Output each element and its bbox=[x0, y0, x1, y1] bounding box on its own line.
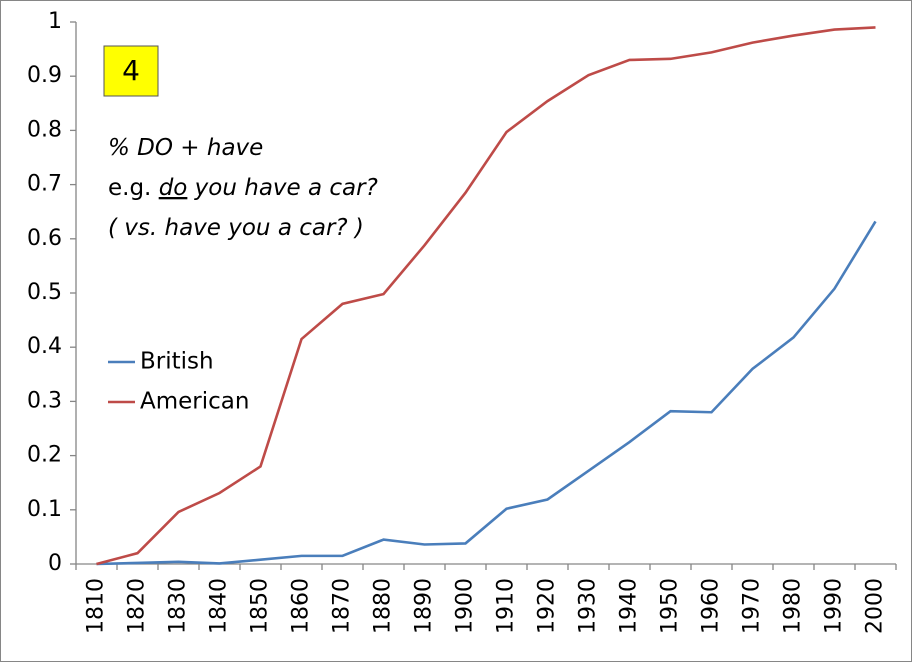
x-tick-label: 1950 bbox=[658, 578, 683, 634]
y-tick-label: 0.7 bbox=[27, 172, 62, 197]
y-tick-label: 0.2 bbox=[27, 443, 62, 468]
x-tick-label: 1900 bbox=[453, 578, 478, 634]
y-tick-label: 0.9 bbox=[27, 63, 62, 88]
y-tick-label: 0.8 bbox=[27, 117, 62, 142]
badge-box bbox=[103, 45, 159, 97]
annotation-part: you have a car? bbox=[187, 175, 377, 201]
annotation: ( vs. have you a car? ) bbox=[108, 215, 364, 241]
x-tick-label: 1810 bbox=[84, 578, 109, 634]
annotation-part: e.g. bbox=[108, 175, 159, 201]
line bbox=[96, 220, 877, 566]
x-tick-label: 1920 bbox=[535, 578, 560, 634]
annotation: % DO + have bbox=[108, 135, 263, 161]
x-tick-label: 1850 bbox=[248, 578, 273, 634]
annotation: e.g. do you have a car? bbox=[108, 175, 378, 201]
annotation-part: % DO + have bbox=[108, 135, 263, 161]
x-tick-label: 1830 bbox=[166, 578, 191, 634]
legend-label: American bbox=[140, 389, 249, 415]
legend-label: British bbox=[140, 349, 214, 375]
x-tick-label: 1890 bbox=[412, 578, 437, 634]
annotation-part: do bbox=[159, 175, 188, 201]
x-tick-label: 1940 bbox=[617, 578, 642, 634]
x-tick-label: 1870 bbox=[330, 578, 355, 634]
badge: 4 bbox=[122, 54, 140, 87]
x-tick-label: 1980 bbox=[781, 578, 806, 634]
y-tick-label: 0.4 bbox=[27, 334, 62, 359]
line bbox=[96, 26, 876, 566]
x-tick-label: 1910 bbox=[494, 578, 519, 634]
x-tick-label: 1880 bbox=[371, 578, 396, 634]
y-tick-label: 0.6 bbox=[27, 226, 62, 251]
y-tick-label: 1 bbox=[48, 9, 62, 34]
x-tick-label: 1990 bbox=[822, 578, 847, 634]
x-tick-label: 1840 bbox=[207, 578, 232, 634]
x-tick-label: 2000 bbox=[863, 578, 888, 634]
y-tick-label: 0.3 bbox=[27, 388, 62, 413]
x-tick-label: 1960 bbox=[699, 578, 724, 634]
x-tick-label: 1970 bbox=[740, 578, 765, 634]
x-tick-label: 1930 bbox=[576, 578, 601, 634]
annotation-part: ( vs. have you a car? ) bbox=[108, 215, 364, 241]
y-tick-label: 0.5 bbox=[27, 280, 62, 305]
x-tick-label: 1820 bbox=[125, 578, 150, 634]
y-tick-label: 0.1 bbox=[27, 497, 62, 522]
x-tick-label: 1860 bbox=[289, 578, 314, 634]
y-tick-label: 0 bbox=[48, 551, 62, 576]
